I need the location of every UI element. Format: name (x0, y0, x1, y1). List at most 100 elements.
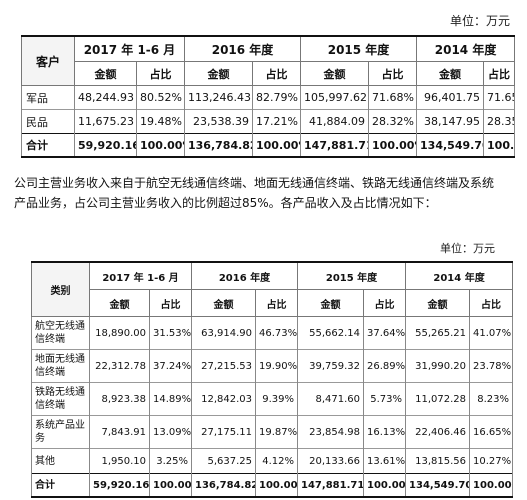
table1-period-header: 2014 年度 (416, 35, 516, 62)
table2-ratio-header: 占比 (469, 289, 514, 317)
total-amount-cell: 136,784.82 (184, 133, 253, 157)
ratio-cell: 31.53% (149, 316, 192, 350)
amount-cell: 8,471.60 (297, 382, 365, 416)
table-row: 系统产品业务 7,843.91 13.09% 27,175.11 19.87% 23,85… (31, 415, 514, 449)
ratio-cell: 3.25% (149, 448, 192, 474)
table2-period-header: 2015 年度 (297, 261, 407, 290)
total-ratio-cell: 100.00% (136, 133, 185, 157)
table2-ratio-header: 占比 (363, 289, 407, 317)
total-amount-cell: 136,784.82 (191, 473, 256, 497)
amount-cell: 12,842.03 (191, 382, 256, 416)
total-amount-cell: 59,920.16 (89, 473, 150, 497)
ratio-cell: 14.89% (149, 382, 192, 416)
ratio-cell: 16.65% (469, 415, 514, 449)
ratio-cell: 71.65% (483, 85, 516, 110)
table-row: 航空无线通信终端 18,890.00 31.53% 63,914.90 46.73% 55… (31, 316, 514, 350)
ratio-cell: 37.64% (363, 316, 407, 350)
table-row: 铁路无线通信终端 8,923.38 14.89% 12,842.03 9.39% 8,47… (31, 382, 514, 416)
ratio-cell: 26.89% (363, 349, 407, 383)
table1-period-header: 2015 年度 (300, 35, 418, 62)
table1-amount-header: 金额 (184, 61, 253, 86)
row-label: 其他 (31, 448, 90, 474)
table1-period-header: 2017 年 1-6 月 (74, 35, 185, 62)
total-amount-cell: 134,549.70 (405, 473, 471, 497)
table2-header-category: 类别 (31, 261, 90, 317)
row-label: 军品 (21, 85, 75, 110)
amount-cell: 23,854.98 (297, 415, 365, 449)
amount-cell: 27,175.11 (191, 415, 256, 449)
row-label: 地面无线通信终端 (31, 349, 90, 383)
amount-cell: 55,265.21 (405, 316, 471, 350)
ratio-cell: 19.87% (254, 415, 299, 449)
ratio-cell: 8.23% (469, 382, 514, 416)
table2-period-header: 2017 年 1-6 月 (89, 261, 192, 290)
table-row: 其他 1,950.10 3.25% 5,637.25 4.12% 20,133.66 13.… (31, 448, 514, 474)
table-row: 地面无线通信终端 22,312.78 37.24% 27,215.53 19.90% 39… (31, 349, 514, 383)
row-label: 民品 (21, 109, 75, 134)
amount-cell: 27,215.53 (191, 349, 256, 383)
total-label: 合计 (31, 473, 90, 497)
table1-unit: 单位：万元 (450, 14, 511, 28)
row-label: 系统产品业务 (31, 415, 90, 449)
amount-cell: 63,914.90 (191, 316, 256, 350)
amount-cell: 20,133.66 (297, 448, 365, 474)
ratio-cell: 5.73% (363, 382, 407, 416)
ratio-cell: 46.73% (254, 316, 299, 350)
table2-amount-header: 金额 (405, 289, 471, 317)
amount-cell: 7,843.91 (89, 415, 150, 449)
table2-amount-header: 金额 (297, 289, 365, 317)
amount-cell: 11,675.23 (74, 109, 137, 134)
ratio-cell: 41.07% (469, 316, 514, 350)
amount-cell: 8,923.38 (89, 382, 150, 416)
table1-ratio-header: 占比 (368, 61, 418, 86)
table1-ratio-header: 占比 (251, 61, 302, 86)
total-ratio-cell: 100.00% (469, 473, 514, 497)
ratio-cell: 9.39% (254, 382, 299, 416)
table2-period-header: 2014 年度 (405, 261, 514, 290)
product-revenue-table: 类别 2017 年 1-6 月 2016 年度 2015 年度 2014 年度 … (31, 261, 514, 498)
total-row: 合计59,920.16100.00%136,784.82100.00%147,8… (21, 133, 516, 157)
amount-cell: 22,312.78 (89, 349, 150, 383)
amount-cell: 23,538.39 (184, 109, 253, 134)
ratio-cell: 28.32% (368, 109, 418, 134)
table2-unit: 单位：万元 (440, 242, 495, 255)
amount-cell: 38,147.95 (416, 109, 485, 134)
table1-ratio-header: 占比 (136, 61, 185, 86)
table2-amount-header: 金额 (89, 289, 150, 317)
ratio-cell: 28.35% (483, 109, 516, 134)
ratio-cell: 82.79% (251, 85, 302, 110)
ratio-cell: 13.09% (149, 415, 192, 449)
amount-cell: 1,950.10 (89, 448, 150, 474)
table-row: 民品 11,675.23 19.48% 23,538.39 17.21% 41,884.0… (21, 109, 516, 134)
table-row: 军品 48,244.93 80.52% 113,246.43 82.79% 105,997… (21, 85, 516, 110)
paragraph-line: 公司主营业务收入来自于航空无线通信终端、地面无线通信终端、铁路无线通信终端及系统 (14, 176, 495, 190)
ratio-cell: 13.61% (363, 448, 407, 474)
table1-header-customer: 客户 (21, 35, 75, 86)
table2-ratio-header: 占比 (149, 289, 192, 317)
total-amount-cell: 59,920.16 (74, 133, 137, 157)
revenue-description-paragraph: 公司主营业务收入来自于航空无线通信终端、地面无线通信终端、铁路无线通信终端及系统… (14, 173, 519, 213)
amount-cell: 105,997.62 (300, 85, 370, 110)
total-amount-cell: 134,549.70 (416, 133, 485, 157)
amount-cell: 13,815.56 (405, 448, 471, 474)
ratio-cell: 19.48% (136, 109, 185, 134)
table1-amount-header: 金额 (74, 61, 137, 86)
ratio-cell: 17.21% (251, 109, 302, 134)
ratio-cell: 10.27% (469, 448, 514, 474)
amount-cell: 18,890.00 (89, 316, 150, 350)
total-label: 合计 (21, 133, 75, 157)
row-label: 铁路无线通信终端 (31, 382, 90, 416)
customer-revenue-table: 客户 2017 年 1-6 月 2016 年度 2015 年度 2014 年度 … (21, 35, 516, 158)
paragraph-line: 产品业务，占公司主营业务收入的比例超过85%。各产品收入及占比情况如下： (14, 196, 437, 210)
amount-cell: 31,990.20 (405, 349, 471, 383)
total-row: 合计59,920.16100.00%136,784.82100.00%147,8… (31, 473, 514, 497)
ratio-cell: 80.52% (136, 85, 185, 110)
total-ratio-cell: 100.00% (363, 473, 407, 497)
total-amount-cell: 147,881.71 (297, 473, 365, 497)
table2-ratio-header: 占比 (254, 289, 299, 317)
amount-cell: 113,246.43 (184, 85, 253, 110)
row-label: 航空无线通信终端 (31, 316, 90, 350)
amount-cell: 41,884.09 (300, 109, 370, 134)
amount-cell: 96,401.75 (416, 85, 485, 110)
amount-cell: 11,072.28 (405, 382, 471, 416)
